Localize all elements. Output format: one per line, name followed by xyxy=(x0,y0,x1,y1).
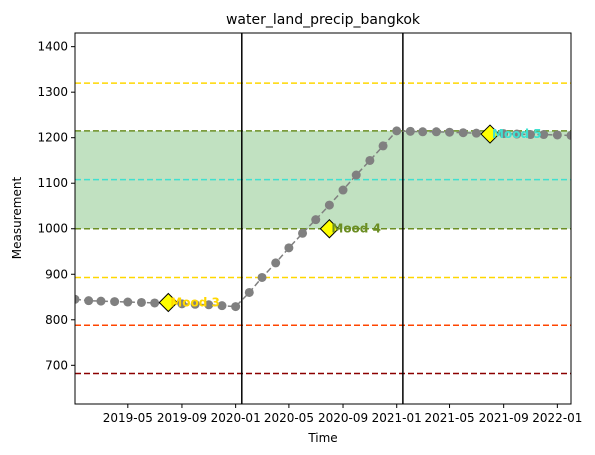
data-point xyxy=(177,299,187,309)
chart-title: water_land_precip_bangkok xyxy=(226,12,421,28)
plot-contents: Mood 3 Mood 4 Mood 5 xyxy=(75,33,571,404)
x-tick-label: 2021-05 xyxy=(424,411,474,425)
y-tick-label: 1300 xyxy=(37,85,68,99)
data-point xyxy=(284,243,294,253)
data-point xyxy=(204,300,214,310)
data-point xyxy=(566,130,571,140)
y-tick-label: 800 xyxy=(45,313,68,327)
x-tick-label: 2022-01 xyxy=(532,411,582,425)
data-point xyxy=(351,170,361,180)
data-point xyxy=(231,302,241,312)
data-point xyxy=(378,141,388,151)
data-point xyxy=(84,296,94,306)
data-point xyxy=(418,127,428,137)
y-tick-label: 1200 xyxy=(37,131,68,145)
data-point xyxy=(526,130,536,140)
data-point xyxy=(123,297,133,307)
annotation-label-3: Mood 5 xyxy=(492,127,542,141)
data-point xyxy=(458,128,468,138)
data-point xyxy=(405,126,415,136)
x-tick-label: 2020-01 xyxy=(211,411,261,425)
data-point xyxy=(244,287,254,297)
data-point xyxy=(217,301,227,311)
data-point xyxy=(431,127,441,137)
annotation-marker-1 xyxy=(158,292,179,313)
data-point xyxy=(136,297,146,307)
data-point xyxy=(539,130,549,140)
data-point xyxy=(445,127,455,137)
y-tick-label: 900 xyxy=(45,267,68,281)
annotation-label-2: Mood 4 xyxy=(331,222,381,236)
data-point xyxy=(75,294,80,304)
data-point xyxy=(499,129,509,139)
x-axis-title: Time xyxy=(307,431,337,445)
annotation-marker-2 xyxy=(319,219,340,239)
axes-frame xyxy=(74,32,572,405)
data-point xyxy=(150,298,160,308)
data-point xyxy=(471,128,481,138)
y-tick-label: 1100 xyxy=(37,176,68,190)
x-tick-label: 2019-09 xyxy=(157,411,207,425)
data-point xyxy=(365,155,375,165)
data-point xyxy=(552,130,562,140)
y-axis-title: Measurement xyxy=(10,177,24,260)
data-point xyxy=(311,215,321,225)
data-point xyxy=(96,296,106,306)
x-tick-label: 2019-05 xyxy=(103,411,153,425)
x-tick-label: 2020-09 xyxy=(318,411,368,425)
data-point xyxy=(338,185,348,195)
annotation-marker-3 xyxy=(480,124,500,144)
data-point xyxy=(271,258,281,268)
data-point xyxy=(324,200,334,210)
y-tick-label: 1000 xyxy=(37,222,68,236)
x-tick-label: 2021-01 xyxy=(372,411,422,425)
x-tick-label: 2020-05 xyxy=(264,411,314,425)
data-point xyxy=(190,299,200,309)
y-tick-label: 1400 xyxy=(37,40,68,54)
data-point xyxy=(257,272,267,282)
data-point xyxy=(392,126,402,136)
y-tick-label: 700 xyxy=(45,358,68,372)
annotation-label-1: Mood 3 xyxy=(170,295,220,309)
data-point xyxy=(110,297,120,307)
data-point xyxy=(298,228,308,238)
data-point xyxy=(512,129,522,139)
x-tick-label: 2021-09 xyxy=(479,411,529,425)
